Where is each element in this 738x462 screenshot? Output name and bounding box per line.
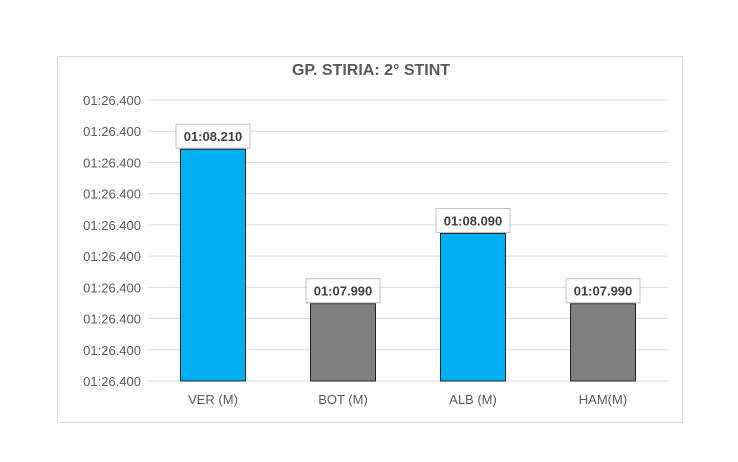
y-tick-label: 01:26.400	[83, 155, 141, 170]
y-tick-label: 01:26.400	[83, 93, 141, 108]
bar-chart: 01:26.400 01:26.400 01:26.400 01:26.400 01:2…	[83, 93, 668, 407]
data-label: 01:08.090	[444, 213, 503, 228]
y-tick-label: 01:26.400	[83, 249, 141, 264]
y-tick-label: 01:26.400	[83, 374, 141, 389]
y-tick-label: 01:26.400	[83, 343, 141, 358]
x-category-label: ALB (M)	[449, 392, 497, 407]
data-label-box	[435, 207, 511, 233]
data-label: 01:08.210	[184, 129, 243, 144]
bar	[570, 303, 636, 382]
data-label-box	[305, 278, 381, 304]
chart-frame: GP. STIRIA: 2° STINT 01:26.400 01:26.400 0…	[57, 56, 683, 423]
bar	[310, 303, 376, 382]
y-tick-label: 01:26.400	[83, 124, 141, 139]
x-category-label: HAM(M)	[579, 392, 627, 407]
y-tick-label: 01:26.400	[83, 187, 141, 202]
x-category-label: VER (M)	[188, 392, 238, 407]
data-label-box	[565, 278, 641, 304]
bar	[440, 232, 506, 382]
y-tick-label: 01:26.400	[83, 280, 141, 295]
x-category-label: BOT (M)	[318, 392, 368, 407]
y-tick-label: 01:26.400	[83, 312, 141, 327]
data-label: 01:07.990	[574, 284, 633, 299]
y-tick-label: 01:26.400	[83, 218, 141, 233]
data-label: 01:07.990	[314, 284, 373, 299]
data-label-box	[175, 123, 251, 149]
chart-title: GP. STIRIA: 2° STINT	[291, 62, 451, 79]
bar	[180, 148, 246, 382]
